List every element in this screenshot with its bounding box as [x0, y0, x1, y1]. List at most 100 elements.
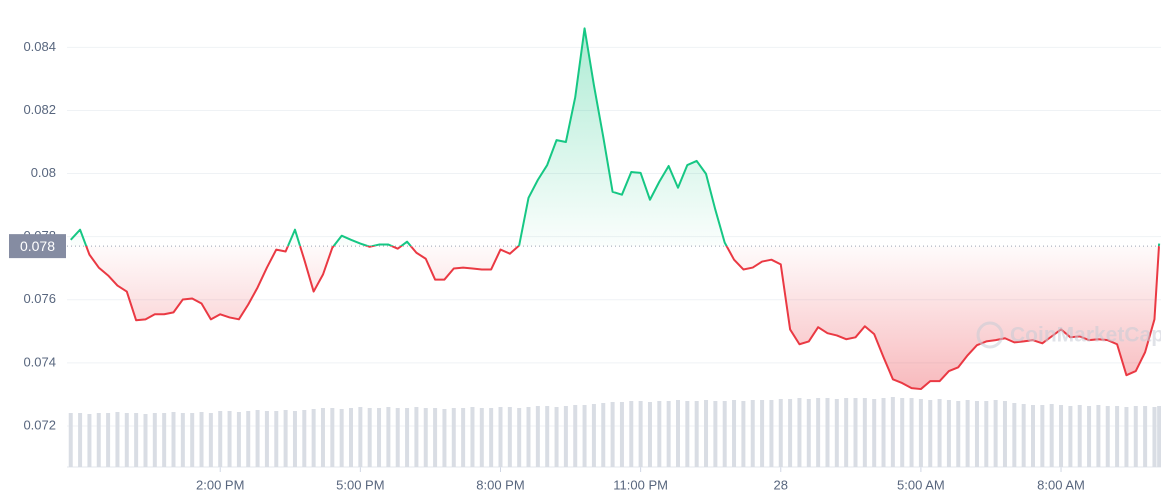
- volume-bar: [909, 398, 914, 467]
- volume-bar: [993, 400, 998, 467]
- x-tick-label: 28: [774, 477, 788, 492]
- volume-bar: [190, 413, 195, 467]
- volume-bar: [974, 401, 979, 467]
- volume-bar: [199, 412, 204, 467]
- volume-bar: [1031, 405, 1036, 467]
- volume-bar: [713, 401, 718, 467]
- volume-bar: [619, 402, 624, 467]
- volume-bar: [386, 407, 391, 467]
- volume-bar: [956, 401, 961, 467]
- volume-bar: [1143, 406, 1148, 467]
- volume-bar: [311, 409, 316, 467]
- volume-bar: [638, 401, 643, 467]
- volume-bar: [816, 398, 821, 467]
- volume-bar: [946, 400, 951, 467]
- volume-bar: [218, 411, 223, 467]
- volume-bar: [479, 408, 484, 467]
- volume-bar: [862, 398, 867, 467]
- volume-bar: [778, 399, 783, 467]
- price-area: [70, 28, 1160, 390]
- volume-bar: [320, 408, 325, 467]
- volume-bar: [78, 413, 83, 467]
- volume-bar: [1157, 406, 1161, 467]
- volume-bar: [96, 413, 101, 467]
- x-tick-label: 8:00 PM: [476, 477, 524, 492]
- volume-bar: [554, 407, 559, 467]
- volume-bar: [545, 406, 550, 467]
- volume-bar: [367, 408, 372, 467]
- x-tick-label: 2:00 PM: [196, 477, 244, 492]
- volume-bar: [629, 401, 634, 467]
- volume-bar: [433, 408, 438, 467]
- volume-bar: [414, 407, 419, 467]
- watermark-text: CoinMarketCap: [1010, 324, 1161, 347]
- volume-bar: [358, 407, 363, 467]
- x-tick-label: 11:00 PM: [613, 477, 668, 492]
- volume-bar: [208, 413, 213, 467]
- volume-bar: [1002, 401, 1007, 467]
- volume-bar: [292, 411, 297, 467]
- volume-bar: [349, 408, 354, 467]
- volume-bar: [405, 408, 410, 467]
- overlay-layer: CoinMarketCap 0.078: [9, 234, 1161, 349]
- volume-bar: [489, 408, 494, 467]
- volume-bar: [1133, 406, 1138, 467]
- volume-bar: [498, 407, 503, 467]
- y-tick-label: 0.08: [31, 165, 56, 180]
- volume-bar: [442, 409, 447, 467]
- volume-bar: [1124, 407, 1129, 467]
- volume-bar: [834, 399, 839, 467]
- volume-bar: [853, 398, 858, 467]
- volume-bar: [106, 413, 111, 467]
- volume-bar: [900, 398, 905, 467]
- volume-bar: [1049, 404, 1054, 467]
- volume-bar: [984, 401, 989, 467]
- volume-bar: [115, 412, 120, 467]
- volume-bar: [610, 402, 615, 467]
- baseline-label: 0.078: [20, 238, 55, 254]
- volume-bar: [881, 398, 886, 467]
- x-tick-label: 5:00 AM: [897, 477, 945, 492]
- volume-bar: [68, 413, 73, 467]
- volume-bar: [87, 414, 92, 467]
- volume-bar: [395, 408, 400, 467]
- volume-bar: [1021, 404, 1026, 467]
- x-tick-label: 8:00 AM: [1037, 477, 1085, 492]
- volume-bar: [675, 400, 680, 467]
- volume-bar: [573, 405, 578, 467]
- volume-bar: [517, 408, 522, 467]
- volume-bar: [647, 402, 652, 467]
- volume-bar: [694, 401, 699, 467]
- volume-bar: [246, 411, 251, 467]
- volume-bar: [797, 398, 802, 467]
- volume-bar: [171, 412, 176, 467]
- x-tick-label: 5:00 PM: [336, 477, 384, 492]
- volume-bar: [377, 408, 382, 467]
- volume-bar: [264, 411, 269, 467]
- volume-bar: [685, 401, 690, 467]
- volume-bar: [180, 413, 185, 467]
- volume-bar: [283, 410, 288, 467]
- volume-bar: [806, 399, 811, 467]
- y-tick-label: 0.072: [23, 417, 56, 432]
- plot-layer: [70, 27, 1161, 391]
- volume-bar: [526, 407, 531, 467]
- volume-bar: [339, 409, 344, 467]
- baseline-badge: [9, 234, 66, 259]
- volume-bar: [769, 400, 774, 467]
- volume-bar: [1068, 406, 1073, 467]
- volume-bar: [330, 408, 335, 467]
- volume-bar: [423, 408, 428, 467]
- volume-bar: [124, 413, 129, 467]
- volume-bar: [582, 405, 587, 467]
- volume-bar: [236, 412, 241, 467]
- volume-bar: [134, 413, 139, 467]
- volume-bar: [274, 411, 279, 467]
- volume-bar: [918, 399, 923, 467]
- y-tick-label: 0.074: [23, 354, 56, 369]
- volume-bar: [601, 403, 606, 467]
- volume-bar: [704, 400, 709, 467]
- volume-bar: [563, 406, 568, 467]
- volume-bar: [1087, 406, 1092, 467]
- volume-bar: [507, 407, 512, 467]
